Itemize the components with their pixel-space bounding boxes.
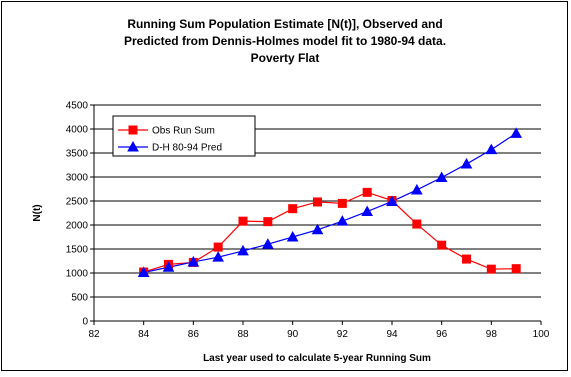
data-point-dh-pred <box>311 223 324 235</box>
data-point-obs-run-sum <box>511 264 521 274</box>
x-tick-label: 92 <box>337 329 349 340</box>
data-point-dh-pred <box>261 238 274 249</box>
y-tick-label: 2500 <box>66 197 89 208</box>
series-markers <box>137 127 523 278</box>
y-axis-label: N(t) <box>32 204 43 221</box>
data-point-dh-pred <box>361 205 374 217</box>
legend-label-dh-pred: D-H 80-94 Pred <box>152 143 222 154</box>
data-point-obs-run-sum <box>263 217 273 227</box>
y-tick-label: 4500 <box>66 101 89 112</box>
data-point-dh-pred <box>237 244 249 256</box>
x-axis-label: Last year used to calculate 5-year Runni… <box>203 353 431 364</box>
y-tick-label: 500 <box>71 293 88 304</box>
chart-title-line-1: Running Sum Population Estimate [N(t)], … <box>127 17 442 31</box>
legend-label-obs-run-sum: Obs Run Sum <box>152 126 215 137</box>
chart-frame: Running Sum Population Estimate [N(t)], … <box>1 1 568 371</box>
chart-title: Running Sum Population Estimate [N(t)], … <box>124 17 446 65</box>
data-point-dh-pred <box>187 255 200 267</box>
data-point-dh-pred <box>510 127 523 138</box>
x-tick-label: 86 <box>188 329 200 340</box>
y-tick-label: 1500 <box>66 245 89 256</box>
data-point-obs-run-sum <box>238 216 248 226</box>
legend-items: Obs Run Sum D-H 80-94 Pred <box>118 125 222 154</box>
data-point-obs-run-sum <box>437 240 447 250</box>
x-tick-label: 90 <box>287 329 299 340</box>
y-tick-label: 2000 <box>66 221 89 232</box>
data-point-obs-run-sum <box>288 204 298 214</box>
data-point-dh-pred <box>435 171 448 182</box>
chart-title-line-2: Predicted from Dennis-Holmes model fit t… <box>124 34 446 48</box>
y-tick-label: 3000 <box>66 173 89 184</box>
y-tick-label: 1000 <box>66 269 89 280</box>
data-point-dh-pred <box>336 215 349 226</box>
data-point-dh-pred <box>212 251 225 262</box>
x-tick-label: 96 <box>436 329 448 340</box>
x-tick-label: 100 <box>533 329 550 340</box>
series-lines <box>143 132 517 274</box>
x-tick-label: 84 <box>138 329 150 340</box>
data-point-obs-run-sum <box>313 197 322 207</box>
y-tick-label: 0 <box>82 317 88 328</box>
x-tick-labels: 82 84 86 88 90 92 94 96 98 100 <box>88 329 549 340</box>
legend-marker-dh-pred <box>127 140 139 152</box>
data-point-dh-pred <box>485 143 498 155</box>
data-point-obs-run-sum <box>337 198 347 208</box>
y-tick-label: 3500 <box>66 149 89 160</box>
y-tick-labels: 0 500 1000 1500 2000 2500 3000 3500 4000 4500 <box>66 101 89 328</box>
data-point-dh-pred <box>460 158 473 169</box>
data-point-obs-run-sum <box>462 254 471 264</box>
data-point-obs-run-sum <box>486 264 496 274</box>
data-point-dh-pred <box>286 230 299 242</box>
x-tick-label: 88 <box>237 329 249 340</box>
series-line-obs-run-sum <box>143 191 517 273</box>
data-point-obs-run-sum <box>213 242 223 252</box>
legend-marker-obs-run-sum <box>128 125 138 135</box>
data-point-dh-pred <box>162 261 175 272</box>
data-point-dh-pred <box>137 266 150 278</box>
x-tick-label: 98 <box>486 329 498 340</box>
data-point-dh-pred <box>386 195 398 206</box>
data-point-obs-run-sum <box>412 219 422 229</box>
x-tick-label: 94 <box>386 329 398 340</box>
data-point-dh-pred <box>410 183 423 195</box>
x-tick-label: 82 <box>88 329 100 340</box>
chart-title-line-3: Poverty Flat <box>251 51 320 65</box>
legend: Obs Run Sum D-H 80-94 Pred <box>112 115 256 157</box>
series-line-dh-pred <box>143 132 517 274</box>
chart-svg: Running Sum Population Estimate [N(t)], … <box>32 17 550 364</box>
axes <box>90 104 542 325</box>
data-point-obs-run-sum <box>362 187 372 197</box>
y-tick-label: 4000 <box>66 125 89 136</box>
